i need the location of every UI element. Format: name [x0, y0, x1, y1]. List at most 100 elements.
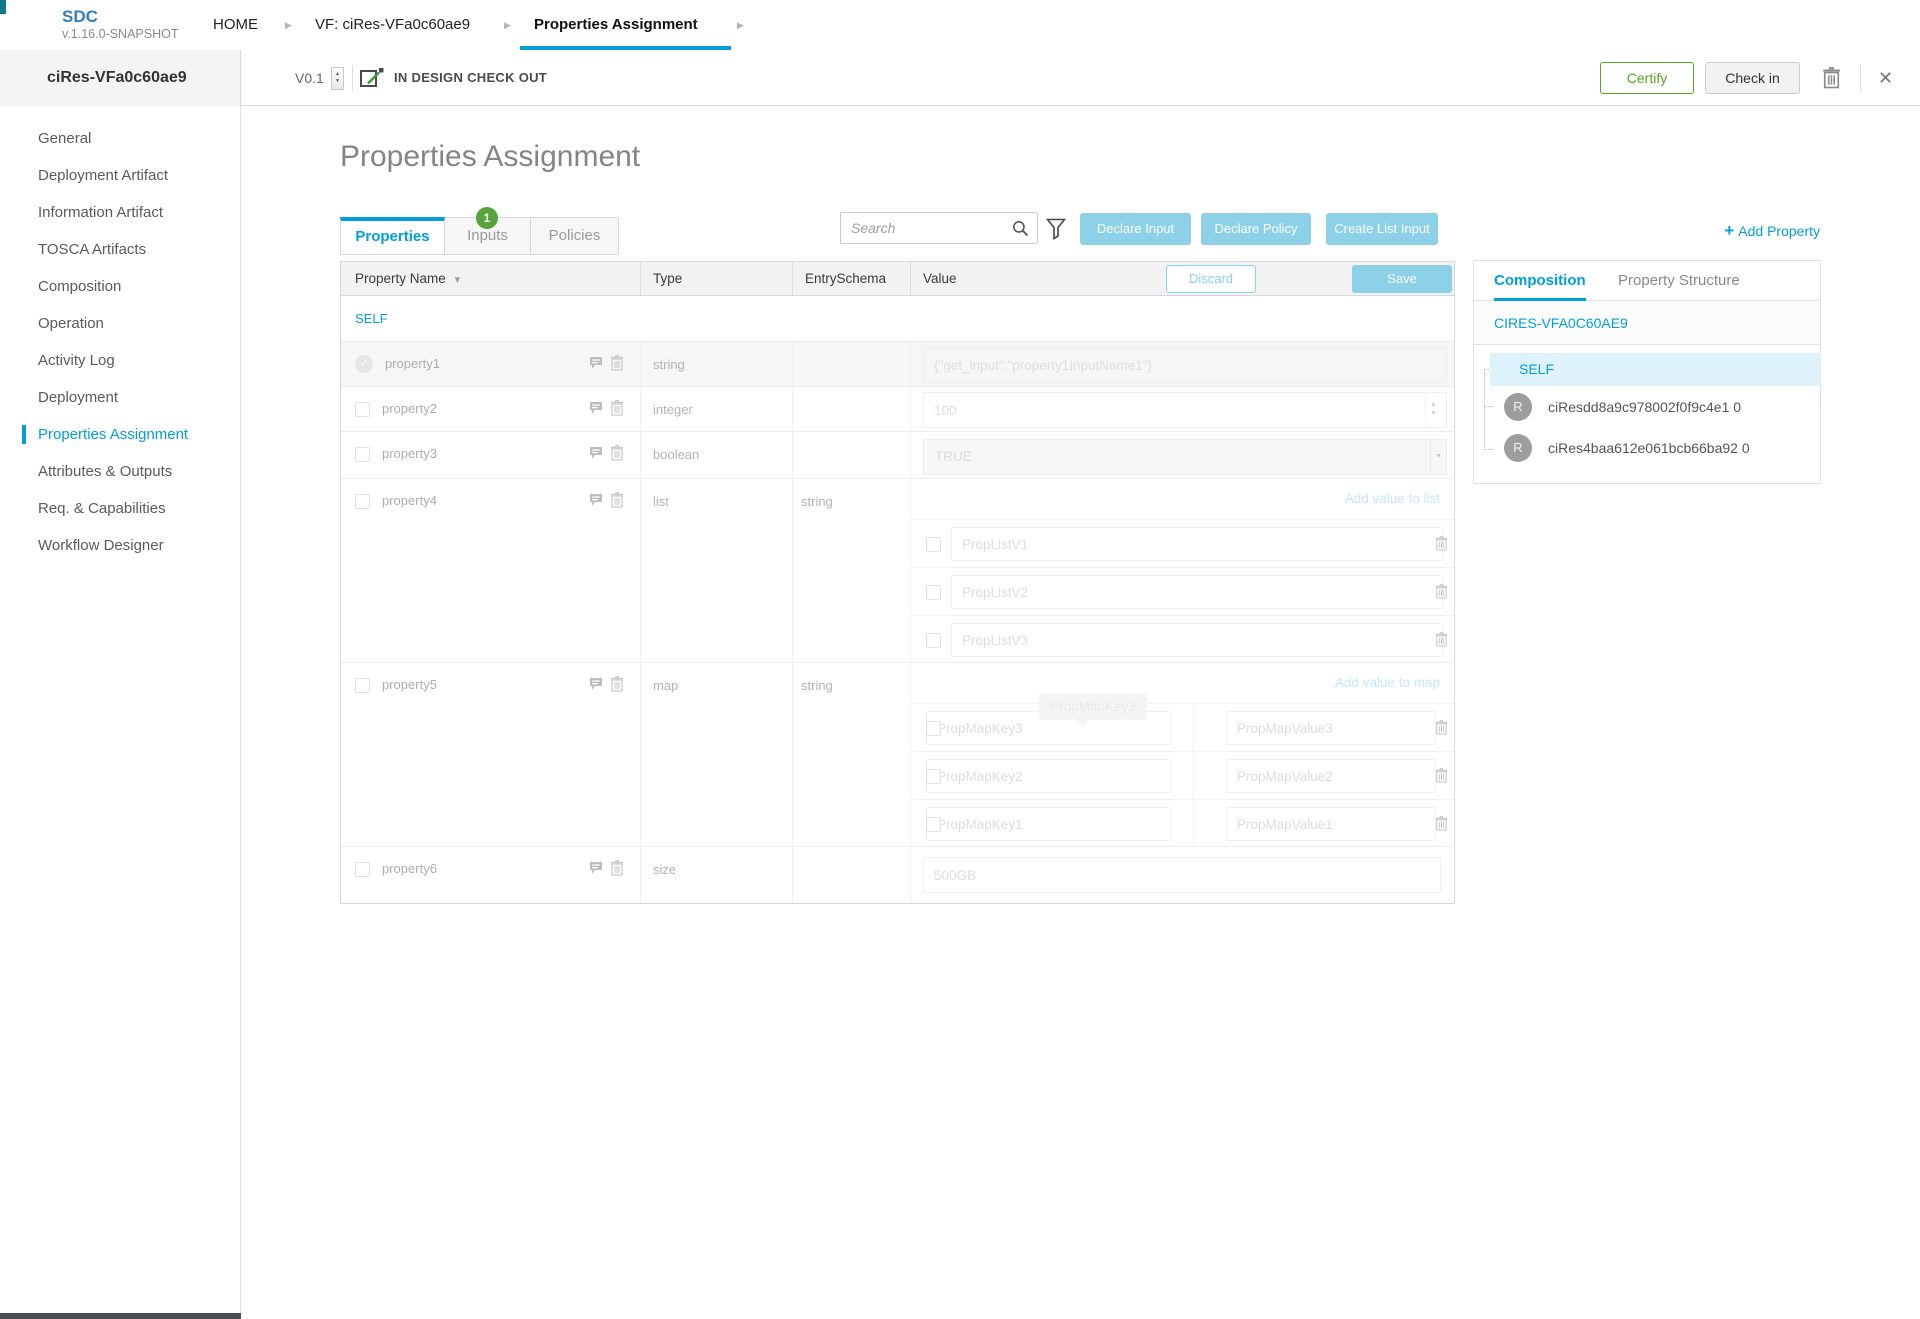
search-input[interactable] [851, 213, 1006, 243]
comment-icon[interactable] [589, 401, 603, 415]
list-value-input[interactable] [951, 623, 1443, 657]
breadcrumb-arrow-icon: ▶ [504, 20, 511, 30]
tab-property-structure[interactable]: Property Structure [1618, 272, 1740, 289]
row-checkbox[interactable] [355, 402, 370, 417]
sidebar-item-attributes-outputs[interactable]: Attributes & Outputs [38, 463, 173, 480]
property6-value-input[interactable] [923, 857, 1441, 893]
delete-list-value-icon[interactable] [1435, 536, 1448, 551]
list-value-checkbox[interactable] [926, 585, 941, 600]
row-checkbox[interactable] [355, 494, 370, 509]
map-value-checkbox[interactable] [926, 721, 941, 736]
property-name: property1 [385, 356, 440, 371]
discard-button[interactable]: Discard [1166, 265, 1256, 293]
delete-property-icon[interactable] [610, 400, 624, 416]
delete-map-entry-icon[interactable] [1435, 816, 1448, 831]
sidebar-item-tosca-artifacts[interactable]: TOSCA Artifacts [38, 241, 147, 258]
row-checkbox[interactable] [355, 447, 370, 462]
declare-policy-button[interactable]: Declare Policy [1201, 213, 1311, 245]
tab-composition[interactable]: Composition [1494, 261, 1586, 301]
page-title: Properties Assignment [340, 140, 641, 173]
add-property-button[interactable]: + Add Property [1700, 221, 1820, 241]
row-checkbox[interactable] [355, 862, 370, 877]
delete-property-icon[interactable] [610, 445, 624, 461]
property1-value-input[interactable] [923, 347, 1447, 383]
comment-icon[interactable] [589, 446, 603, 460]
delete-property-icon[interactable] [610, 492, 624, 508]
comment-icon[interactable] [589, 356, 603, 370]
tree-item-resource[interactable]: R ciRes4baa612e061bcb66ba92 0 [1490, 427, 1820, 468]
map-value-checkbox[interactable] [926, 769, 941, 784]
map-key-zone [911, 800, 1194, 847]
tree-connector [1484, 369, 1485, 450]
delete-map-entry-icon[interactable] [1435, 768, 1448, 783]
map-key-input[interactable] [926, 711, 1171, 745]
properties-table: Property Name ▾ Type EntrySchema Value D… [340, 261, 1455, 904]
filter-icon[interactable] [1046, 218, 1066, 245]
sidebar-item-composition[interactable]: Composition [38, 278, 122, 295]
number-spinner[interactable]: ▲ ▼ [1425, 392, 1441, 428]
tab-properties[interactable]: Properties [340, 217, 445, 255]
property-entry-schema: string [793, 479, 911, 662]
list-value-checkbox[interactable] [926, 537, 941, 552]
map-value-input[interactable] [1226, 711, 1436, 745]
checkbox-checked-icon[interactable]: ✓ [355, 355, 373, 373]
sidebar-item-operation[interactable]: Operation [38, 315, 104, 332]
property-name: property3 [382, 446, 437, 461]
sort-icon[interactable]: ▾ [454, 274, 461, 286]
delete-list-value-icon[interactable] [1435, 584, 1448, 599]
column-property-name[interactable]: Property Name ▾ [341, 262, 641, 295]
sidebar-item-req-capabilities[interactable]: Req. & Capabilities [38, 500, 166, 517]
map-value-input[interactable] [1226, 759, 1436, 793]
sidebar-item-workflow-designer[interactable]: Workflow Designer [38, 537, 164, 554]
delete-list-value-icon[interactable] [1435, 632, 1448, 647]
tab-inputs[interactable]: Inputs 1 [445, 207, 531, 255]
comment-icon[interactable] [589, 677, 603, 691]
resource-avatar: R [1504, 392, 1532, 421]
property2-value-input[interactable] [923, 392, 1447, 428]
checkin-button[interactable]: Check in [1705, 62, 1800, 94]
comment-icon[interactable] [589, 861, 603, 875]
delete-component-icon[interactable] [1822, 67, 1841, 94]
version-selector-value[interactable]: V0.1 [295, 70, 324, 86]
composition-component-title[interactable]: CIRES-VFA0C60AE9 [1474, 301, 1820, 345]
declare-input-button[interactable]: Declare Input [1080, 213, 1191, 245]
tree-item-resource[interactable]: R ciResdd8a9c978002f0f9c4e1 0 [1490, 386, 1820, 427]
active-breadcrumb-underline [520, 46, 731, 50]
save-button[interactable]: Save [1352, 265, 1452, 293]
breadcrumb-vf[interactable]: VF: ciRes-VFa0c60ae9 [315, 16, 471, 33]
sdc-version-text: v.1.16.0-SNAPSHOT [62, 26, 179, 41]
list-value-input[interactable] [951, 575, 1443, 609]
delete-property-icon[interactable] [610, 676, 624, 692]
map-key-input[interactable] [926, 807, 1171, 841]
delete-property-icon[interactable] [610, 355, 624, 371]
sidebar-item-activity-log[interactable]: Activity Log [38, 352, 115, 369]
sidebar-item-properties-assignment[interactable]: Properties Assignment [0, 416, 240, 453]
property3-value-select[interactable]: TRUE ▼ [923, 439, 1447, 475]
tab-policies[interactable]: Policies [531, 217, 619, 255]
list-value-input[interactable] [951, 527, 1443, 561]
close-icon[interactable]: ✕ [1878, 68, 1894, 88]
table-row-property1: ✓ property1 string [341, 341, 1454, 386]
map-value-checkbox[interactable] [926, 817, 941, 832]
map-value-input[interactable] [1226, 807, 1436, 841]
add-value-to-map-link[interactable]: Add value to map [1334, 675, 1440, 690]
list-value-checkbox[interactable] [926, 633, 941, 648]
sidebar-item-information-artifact[interactable]: Information Artifact [38, 204, 164, 221]
map-key-input[interactable] [926, 759, 1171, 793]
sidebar-item-deployment[interactable]: Deployment [38, 389, 119, 406]
delete-map-entry-icon[interactable] [1435, 720, 1448, 735]
sdc-logo[interactable]: SDC v.1.16.0-SNAPSHOT [62, 7, 178, 41]
add-value-to-list-link[interactable]: Add value to list [1344, 491, 1440, 506]
certify-button[interactable]: Certify [1600, 62, 1694, 94]
group-self-link[interactable]: SELF [355, 311, 388, 326]
sidebar-item-deployment-artifact[interactable]: Deployment Artifact [38, 167, 169, 184]
sidebar-item-general[interactable]: General [38, 130, 92, 147]
delete-property-icon[interactable] [610, 860, 624, 876]
tree-item-self[interactable]: SELF [1490, 353, 1821, 386]
row-checkbox[interactable] [355, 678, 370, 693]
breadcrumb-properties-assignment[interactable]: Properties Assignment [534, 16, 698, 33]
comment-icon[interactable] [589, 493, 603, 507]
version-dropdown[interactable]: ▲ ▼ [331, 67, 344, 90]
create-list-input-button[interactable]: Create List Input [1326, 213, 1438, 245]
breadcrumb-home[interactable]: HOME [213, 16, 258, 33]
